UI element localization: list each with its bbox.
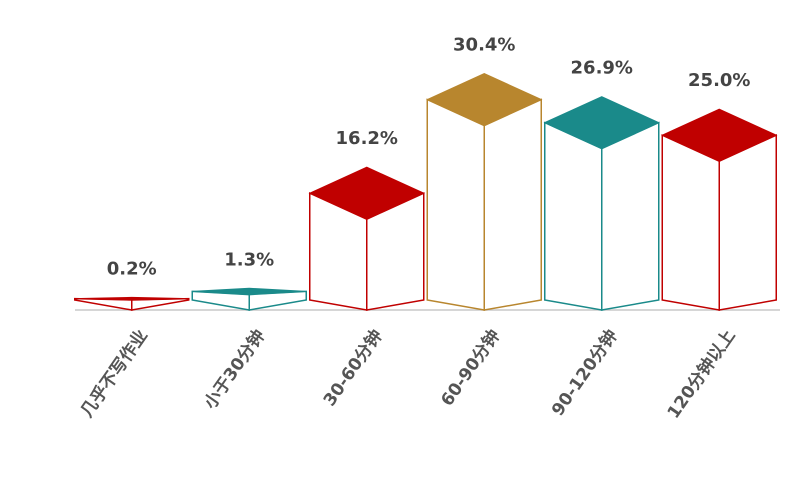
value-label: 16.2%: [336, 128, 398, 149]
bar-top: [661, 108, 778, 162]
x-tick-label: 60-90分钟: [437, 326, 505, 410]
x-tick-label: 90-120分钟: [547, 326, 622, 420]
bar-left-face: [74, 297, 133, 311]
x-tick-label: 几乎不写作业: [76, 326, 152, 422]
value-label: 30.4%: [453, 35, 515, 56]
bar-left-face: [426, 98, 485, 311]
bar-right-face: [131, 297, 190, 311]
bar-left-face: [544, 121, 603, 311]
x-tick-label: 小于30分钟: [200, 326, 270, 413]
bar-top: [426, 73, 543, 127]
bar-top: [74, 296, 189, 301]
bar-right-face: [601, 121, 660, 311]
bar-top: [543, 96, 660, 150]
bar-left-face: [661, 133, 720, 311]
x-tick-label: 30-60分钟: [319, 326, 387, 410]
x-tick-label: 120分钟以上: [663, 326, 740, 423]
bar-top: [308, 166, 425, 220]
bar-right-face: [483, 98, 542, 311]
value-label: 26.9%: [571, 58, 633, 79]
bar-right-face: [718, 133, 777, 311]
bar-top: [192, 287, 307, 296]
value-label: 0.2%: [107, 258, 157, 279]
value-label: 25.0%: [688, 70, 750, 91]
value-label: 1.3%: [224, 249, 274, 270]
